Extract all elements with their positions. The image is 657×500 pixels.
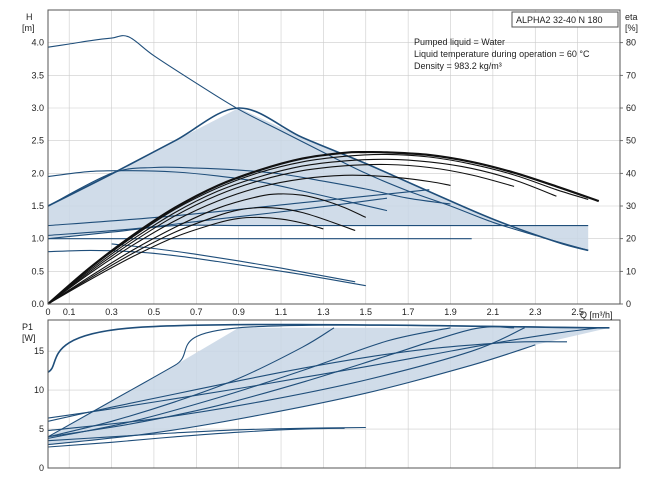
head-curve [47, 197, 388, 236]
efficiency-curve [47, 207, 356, 305]
title-box [511, 11, 619, 28]
power-curve [47, 324, 610, 438]
y-tick-label: 1.5 [31, 201, 44, 211]
y-tick-label: 3.5 [31, 70, 44, 80]
x-tick-label: 1.1 [275, 307, 288, 317]
x-tick-label: 1.3 [317, 307, 330, 317]
y2-tick-label: 0 [626, 299, 631, 309]
x-tick-label: 2.5 [571, 307, 584, 317]
head-curve [47, 35, 589, 251]
efficiency-curve [47, 193, 367, 305]
y-tick-label: 0.0 [31, 299, 44, 309]
power-curve [47, 341, 568, 422]
power-axis-label-line1: P1 [22, 322, 33, 332]
efficiency-curve [47, 216, 324, 305]
efficiency-curve [47, 158, 557, 305]
power-axis-label-line2: [W] [22, 333, 36, 343]
y2-tick-label: 80 [626, 38, 636, 48]
y2-axis-label-line1: eta [625, 12, 638, 22]
efficiency-curve [47, 174, 451, 305]
power-y-tick-label: 5 [39, 424, 44, 434]
efficiency-curve [47, 153, 589, 305]
y2-tick-label: 30 [626, 201, 636, 211]
x-tick-label: 2.3 [529, 307, 542, 317]
y2-tick-label: 70 [626, 70, 636, 80]
head-curve [47, 107, 589, 252]
y2-tick-label: 50 [626, 136, 636, 146]
y-tick-label: 2.0 [31, 168, 44, 178]
x-tick-label: 0.1 [63, 307, 76, 317]
curve-series [47, 35, 610, 448]
x-tick-label: 0.7 [190, 307, 203, 317]
x-tick-label: 0.9 [232, 307, 245, 317]
power-y-tick-label: 0 [39, 463, 44, 473]
power-y-tick-label: 15 [34, 346, 44, 356]
power-curve [47, 327, 599, 419]
y-tick-label: 3.0 [31, 103, 44, 113]
head-curve [47, 249, 366, 287]
y2-tick-label: 20 [626, 234, 636, 244]
x-tick-label: 2.1 [487, 307, 500, 317]
x-tick-label: 1.7 [402, 307, 415, 317]
x-tick-label: 1.9 [444, 307, 457, 317]
y2-axis-label-line2: [%] [625, 23, 638, 33]
y2-tick-label: 40 [626, 168, 636, 178]
x-tick-label: 0 [45, 307, 50, 317]
head-curve [111, 243, 356, 283]
x-tick-label: 0.3 [105, 307, 118, 317]
power-operating-region [48, 327, 610, 445]
chart-title: ALPHA2 32-40 N 180 [516, 15, 603, 25]
efficiency-curve [47, 150, 600, 305]
y-tick-label: 2.5 [31, 136, 44, 146]
x-axis-label: Q [m³/h] [580, 310, 613, 320]
y-tick-label: 4.0 [31, 38, 44, 48]
efficiency-curve [47, 163, 515, 305]
power-chart-frame [47, 319, 621, 469]
x-tick-label: 1.5 [360, 307, 373, 317]
x-tick-label: 0.5 [148, 307, 161, 317]
y-tick-label: 0.5 [31, 266, 44, 276]
head-curve [47, 170, 388, 212]
power-curve [47, 426, 366, 442]
power-curve [47, 327, 525, 432]
power-y-tick-label: 10 [34, 385, 44, 395]
head-chart-frame [47, 9, 621, 305]
power-curve [47, 427, 345, 448]
y-tick-label: 1.0 [31, 234, 44, 244]
power-curve [47, 327, 335, 438]
info-line-liquid: Pumped liquid = Water [414, 37, 505, 47]
info-line-density: Density = 983.2 kg/m³ [414, 61, 502, 71]
power-curve [47, 326, 515, 438]
y2-tick-label: 60 [626, 103, 636, 113]
info-line-temperature: Liquid temperature during operation = 60… [414, 49, 590, 59]
y2-tick-label: 10 [626, 266, 636, 276]
y-axis-label-line1: H [26, 12, 33, 22]
tick-labels: 0 0.1 0.3 0.5 0.7 0.9 1.1 1.3 1.5 1.7 1.9 2.1 2.3 2.5… [31, 38, 636, 473]
y-axis-label-line2: [m] [22, 23, 35, 33]
